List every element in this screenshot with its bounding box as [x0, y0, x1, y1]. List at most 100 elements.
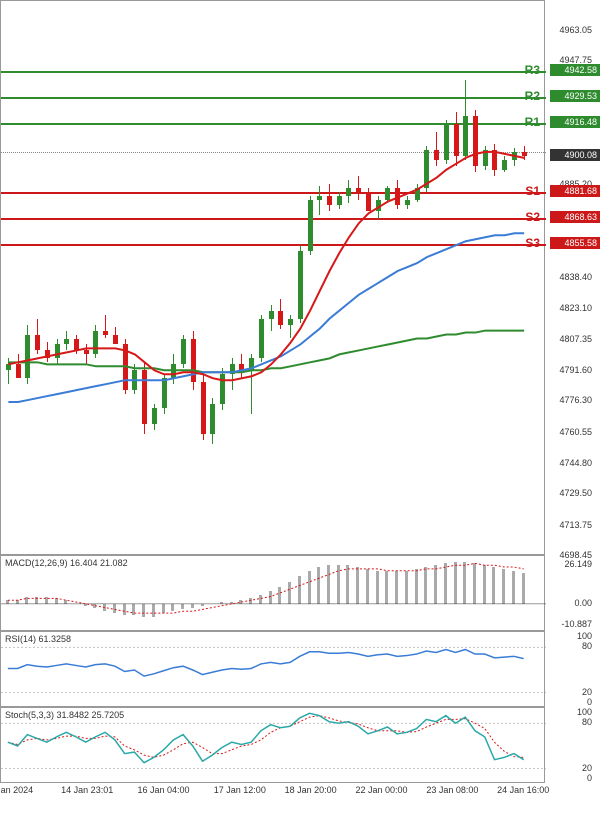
candle-wick — [319, 186, 320, 216]
candle-body — [181, 339, 186, 365]
candle-body — [434, 150, 439, 160]
candle-body — [405, 200, 410, 206]
candle-wick — [8, 358, 9, 384]
price-box: 4916.48 — [550, 116, 600, 128]
candle-body — [415, 188, 420, 200]
rsi-line — [1, 632, 546, 708]
candle-body — [346, 188, 351, 196]
macd-panel[interactable]: MACD(12,26,9) 16.404 21.082 — [0, 555, 545, 631]
candle-body — [16, 364, 21, 378]
candle-body — [522, 152, 527, 156]
candle-body — [317, 196, 322, 200]
candle-wick — [86, 344, 87, 364]
sr-label: R3 — [525, 63, 540, 77]
candle-body — [152, 408, 157, 424]
ytick: 4776.30 — [559, 395, 592, 405]
candle-body — [35, 335, 40, 351]
candle-body — [142, 370, 147, 424]
stoch-ytick: 20 — [582, 763, 592, 773]
sr-label: R1 — [525, 115, 540, 129]
candle-body — [74, 339, 79, 351]
candle-body — [395, 188, 400, 206]
xtick: 17 Jan 12:00 — [214, 785, 266, 795]
candle-body — [298, 251, 303, 319]
xtick: 16 Jan 04:00 — [137, 785, 189, 795]
candle-body — [201, 382, 206, 434]
main-chart[interactable] — [0, 0, 545, 555]
candle-body — [162, 378, 167, 408]
sr-label: S2 — [525, 210, 540, 224]
ytick: 4838.40 — [559, 272, 592, 282]
price-box: 4900.08 — [550, 149, 600, 161]
candle-body — [444, 124, 449, 160]
candle-body — [376, 200, 381, 212]
candle-body — [55, 344, 60, 358]
candle-body — [113, 335, 118, 345]
candle-body — [191, 339, 196, 383]
macd-ytick: 26.149 — [564, 559, 592, 569]
rsi-ytick: 20 — [582, 687, 592, 697]
ytick: 4823.10 — [559, 303, 592, 313]
rsi-ytick: 80 — [582, 641, 592, 651]
candle-body — [6, 364, 11, 370]
price-box: 4868.63 — [550, 211, 600, 223]
candle-body — [93, 331, 98, 355]
stoch-lines — [1, 708, 546, 784]
xtick: 14 Jan 23:01 — [61, 785, 113, 795]
candle-body — [385, 188, 390, 200]
rsi-panel[interactable]: RSI(14) 61.3258 — [0, 631, 545, 707]
candle-body — [483, 150, 488, 166]
price-box: 4881.68 — [550, 185, 600, 197]
candle-body — [424, 150, 429, 188]
sr-line — [1, 244, 546, 246]
ytick: 4713.75 — [559, 520, 592, 530]
candle-body — [123, 344, 128, 390]
xtick: 18 Jan 20:00 — [285, 785, 337, 795]
xaxis: 1 Jan 202414 Jan 23:0116 Jan 04:0017 Jan… — [0, 785, 545, 813]
candle-body — [512, 152, 517, 160]
stoch-panel[interactable]: Stoch(5,3,3) 31.8482 25.7205 — [0, 707, 545, 783]
candle-body — [463, 116, 468, 156]
candle-body — [239, 364, 244, 370]
macd-yaxis: 26.1490.00-10.887 — [545, 555, 600, 631]
candle-body — [64, 339, 69, 345]
xtick: 23 Jan 08:00 — [426, 785, 478, 795]
rsi-ytick: 100 — [577, 631, 592, 641]
ytick: 4760.55 — [559, 427, 592, 437]
rsi-yaxis: 10080 200 — [545, 631, 600, 707]
ma-overlay — [1, 1, 546, 556]
rsi-ytick: 0 — [587, 697, 592, 707]
candle-body — [356, 188, 361, 192]
ytick: 4729.50 — [559, 488, 592, 498]
price-box: 4855.58 — [550, 237, 600, 249]
candle-body — [132, 370, 137, 390]
sr-label: S3 — [525, 236, 540, 250]
candle-body — [84, 350, 89, 354]
ytick: 4963.05 — [559, 25, 592, 35]
candle-body — [259, 319, 264, 359]
candle-body — [278, 311, 283, 325]
candle-body — [103, 331, 108, 335]
candle-body — [25, 335, 30, 379]
xtick: 24 Jan 16:00 — [497, 785, 549, 795]
price-box: 4942.58 — [550, 64, 600, 76]
candle-body — [220, 374, 225, 404]
candle-body — [269, 311, 274, 319]
ytick: 4791.60 — [559, 365, 592, 375]
price-box: 4929.53 — [550, 90, 600, 102]
candle-body — [492, 150, 497, 170]
xtick: 22 Jan 00:00 — [355, 785, 407, 795]
yaxis-main: 4963.054947.754929.534916.484900.084885.… — [545, 0, 600, 555]
candle-body — [45, 350, 50, 358]
sr-label: S1 — [525, 184, 540, 198]
candle-body — [249, 358, 254, 370]
stoch-ytick: 0 — [587, 773, 592, 783]
stoch-ytick: 80 — [582, 717, 592, 727]
candle-body — [230, 364, 235, 374]
candle-body — [337, 196, 342, 206]
candle-body — [366, 192, 371, 212]
candle-body — [454, 124, 459, 156]
sr-line — [1, 192, 546, 194]
candle-body — [288, 319, 293, 325]
sr-line — [1, 71, 546, 73]
